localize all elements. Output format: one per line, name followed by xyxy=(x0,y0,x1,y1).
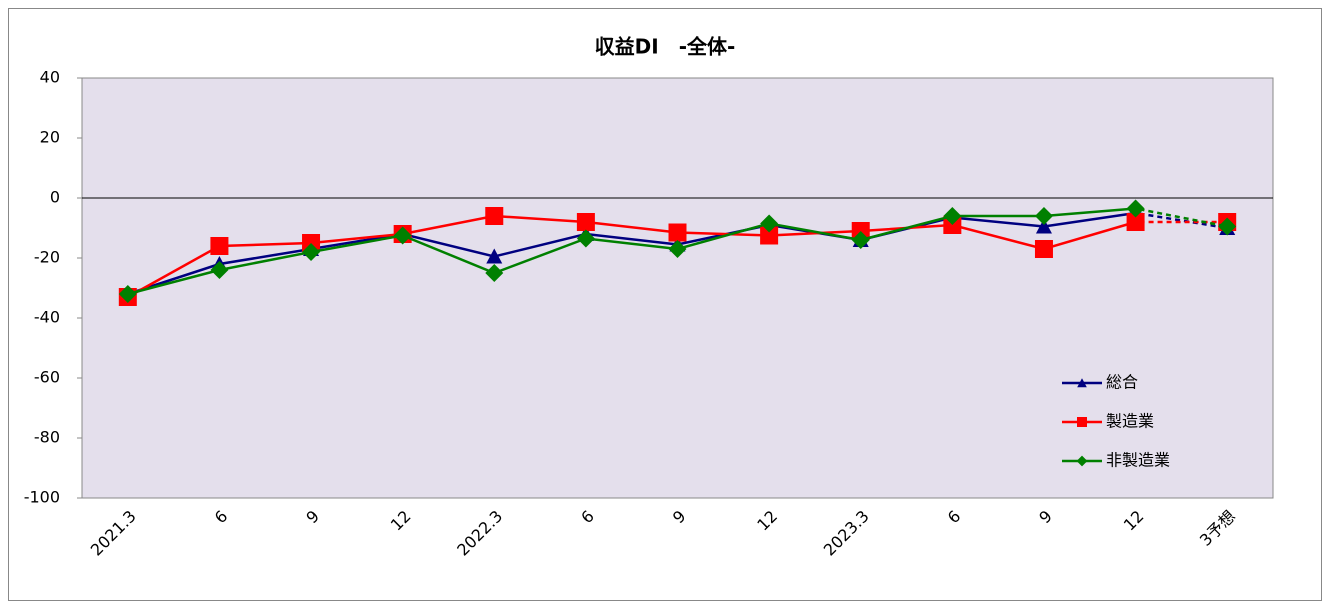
data-point xyxy=(1034,240,1053,258)
y-tick-label: 40 xyxy=(40,68,60,87)
data-point xyxy=(210,261,229,279)
y-tick-label: 20 xyxy=(40,128,60,147)
legend-marker xyxy=(1077,378,1087,388)
data-point xyxy=(851,231,870,249)
data-point xyxy=(943,207,962,225)
data-point xyxy=(210,237,229,255)
y-tick-label: 0 xyxy=(50,188,60,207)
data-point xyxy=(1218,217,1237,236)
y-tick-label: -40 xyxy=(34,308,60,327)
data-point xyxy=(1034,207,1053,225)
data-point xyxy=(485,207,504,225)
data-point xyxy=(668,240,687,258)
data-point xyxy=(576,213,595,231)
data-point xyxy=(1126,213,1145,231)
data-point xyxy=(760,226,779,245)
data-point xyxy=(1126,199,1145,218)
data-point xyxy=(393,226,412,245)
y-tick-label: -20 xyxy=(34,248,60,267)
data-point xyxy=(668,223,687,242)
data-point xyxy=(302,243,321,261)
y-tick-label: -60 xyxy=(34,368,60,387)
data-point xyxy=(486,248,503,264)
data-point xyxy=(485,264,504,282)
legend-label: 非製造業 xyxy=(1106,451,1170,470)
legend-label: 製造業 xyxy=(1106,412,1154,431)
data-point xyxy=(760,214,779,233)
data-point xyxy=(576,229,595,248)
chart-title: 収益DI -全体- xyxy=(595,35,736,59)
y-tick-label: -100 xyxy=(24,488,60,507)
legend-label: 総合 xyxy=(1106,373,1138,392)
data-point xyxy=(1035,218,1052,234)
data-point xyxy=(118,285,137,303)
plot-area xyxy=(81,77,1274,499)
legend-marker xyxy=(1077,417,1087,427)
y-tick-label: -80 xyxy=(34,428,60,447)
